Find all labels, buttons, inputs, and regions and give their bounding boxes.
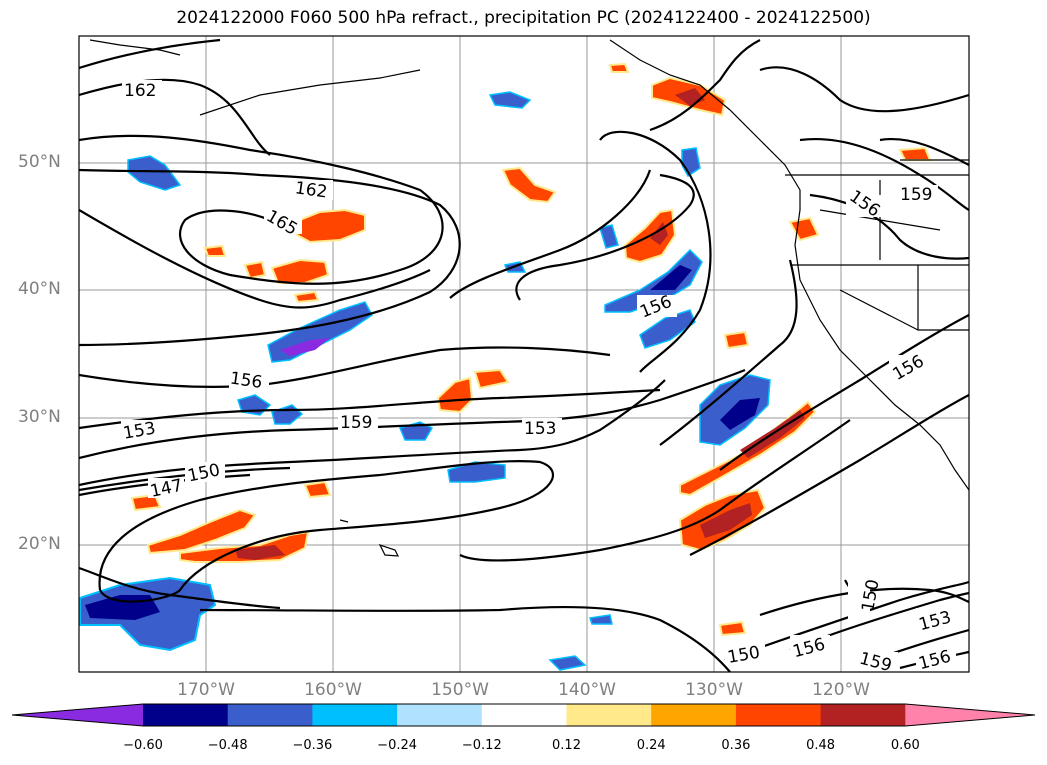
- colorbar-tick-label: 0.12: [552, 738, 581, 753]
- lon-label: 130°W: [685, 680, 743, 700]
- precip-negative-patch: [548, 655, 587, 671]
- contour-label: 159: [340, 413, 372, 433]
- lon-label: 170°W: [177, 680, 235, 700]
- precip-positive-patch: [130, 493, 162, 512]
- colorbar-tick-label: −0.36: [292, 738, 333, 753]
- colorbar-segment: [481, 704, 567, 726]
- contour-label: 156: [229, 369, 264, 393]
- precip-positive-patch: [501, 166, 557, 204]
- precip-negative-patch: [280, 338, 330, 356]
- colorbar-tick-label: −0.12: [461, 738, 502, 753]
- colorbar: [11, 703, 1036, 727]
- colorbar-tick-label: −0.48: [207, 738, 248, 753]
- colorbar-segment: [143, 704, 229, 726]
- colorbar-tick-label: 0.24: [636, 738, 666, 753]
- precip-positive-patch: [718, 620, 747, 637]
- precip-positive-patch: [303, 480, 332, 499]
- lat-label: 50°N: [18, 152, 61, 172]
- precip-negative-patch: [127, 155, 182, 191]
- precip-negative-patch: [488, 91, 532, 109]
- colorbar-segment: [566, 704, 652, 726]
- colorbar-segment: [312, 704, 398, 726]
- precip-negative-patch: [720, 398, 760, 430]
- colorbar-tick-label: −0.60: [123, 738, 163, 753]
- gridlines: [79, 36, 969, 672]
- precip-positive-patch: [243, 260, 267, 280]
- lon-label: 140°W: [558, 680, 616, 700]
- contour-label: 159: [900, 185, 932, 205]
- precip-positive-patch: [293, 290, 320, 304]
- lat-label: 30°N: [18, 407, 61, 427]
- lat-label: 40°N: [18, 279, 61, 299]
- contour-labels: 162 162 165 156 153 159 147 150 153 156 …: [121, 80, 956, 677]
- contour-label: 162: [294, 178, 329, 202]
- colorbar-outline: [11, 703, 1036, 727]
- precip-positive-patch: [608, 62, 630, 73]
- colorbar-segment: [735, 704, 822, 726]
- precip-positive-patch: [203, 244, 227, 257]
- precip-positive-patch: [235, 545, 285, 560]
- map-background: [79, 36, 969, 672]
- precip-negative-patch: [650, 265, 692, 290]
- colorbar-tick-label: 0.60: [890, 738, 920, 753]
- colorbar-segment: [397, 704, 483, 726]
- coastlines: [89, 39, 969, 557]
- colorbar-segment: [820, 704, 906, 726]
- precip-positive-patch: [700, 503, 752, 538]
- precip-positive-patch: [293, 208, 366, 244]
- contour-label: 153: [524, 419, 556, 439]
- precip-positive-patch: [146, 508, 257, 555]
- page-title: 2024122000 F060 500 hPa refract., precip…: [176, 8, 871, 28]
- colorbar-tick-label: 0.36: [721, 738, 751, 753]
- lon-label: 120°W: [812, 680, 870, 700]
- colorbar-tick-label: 0.48: [806, 738, 836, 753]
- precip-negative-patch: [447, 461, 506, 483]
- precip-negative-patch: [589, 614, 613, 625]
- precip-negative-patch: [599, 224, 619, 249]
- lat-label: 20°N: [18, 534, 61, 554]
- precip-positive-patch: [270, 258, 330, 284]
- contour-label: 162: [124, 81, 156, 101]
- colorbar-extend-high: [905, 704, 1035, 726]
- contour-label: 159: [857, 649, 894, 677]
- colorbar-segment: [227, 704, 313, 726]
- precip-positive-patch: [723, 330, 750, 350]
- precip-positive-patch: [473, 368, 510, 390]
- map-frame: [78, 35, 970, 673]
- precip-positive-patch: [898, 146, 932, 161]
- map-content: 162 162 165 156 153 159 147 150 153 156 …: [79, 36, 969, 677]
- colorbar-extend-low: [12, 704, 143, 726]
- precip-negative-patch: [639, 309, 696, 349]
- contours: [79, 38, 969, 672]
- colorbar-segment: [651, 704, 737, 726]
- lon-label: 150°W: [431, 680, 489, 700]
- lon-label: 160°W: [304, 680, 362, 700]
- colorbar-tick-label: −0.24: [377, 738, 418, 753]
- precip-negative-patch: [604, 248, 703, 313]
